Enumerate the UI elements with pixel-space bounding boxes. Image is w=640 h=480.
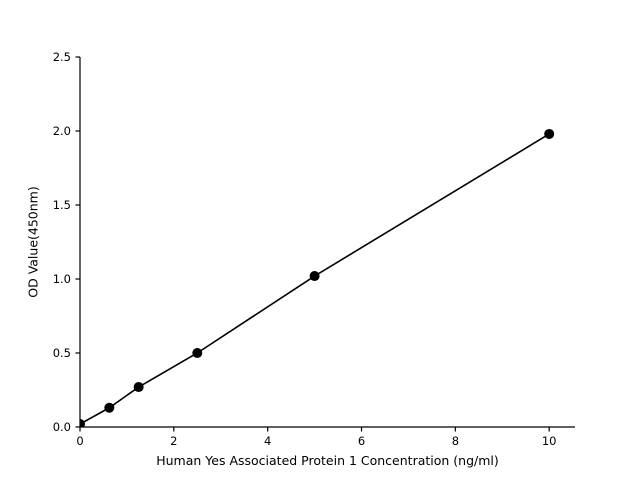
x-tick-label: 4 bbox=[264, 434, 271, 448]
y-tick-label: 2.0 bbox=[53, 124, 71, 138]
x-tick-label: 2 bbox=[170, 434, 177, 448]
data-series bbox=[80, 128, 555, 427]
y-tick-label: 0.0 bbox=[53, 420, 71, 434]
y-tick-label: 1.0 bbox=[53, 272, 71, 286]
y-axis-label: OD Value(450nm) bbox=[25, 186, 41, 298]
data-point bbox=[544, 128, 555, 139]
x-tick-label: 0 bbox=[76, 434, 83, 448]
data-point bbox=[309, 271, 320, 282]
x-tick-label: 8 bbox=[452, 434, 459, 448]
x-tick-label: 10 bbox=[542, 434, 557, 448]
data-point bbox=[80, 419, 85, 427]
x-axis-label: Human Yes Associated Protein 1 Concentra… bbox=[156, 453, 499, 468]
data-point bbox=[192, 348, 203, 358]
data-point bbox=[133, 382, 144, 393]
y-tick-label: 1.5 bbox=[53, 198, 71, 212]
data-point bbox=[104, 402, 115, 413]
y-tick-label: 2.5 bbox=[53, 50, 71, 64]
x-tick-label: 6 bbox=[358, 434, 365, 448]
series-line bbox=[80, 133, 550, 425]
y-tick-label: 0.5 bbox=[53, 346, 71, 360]
